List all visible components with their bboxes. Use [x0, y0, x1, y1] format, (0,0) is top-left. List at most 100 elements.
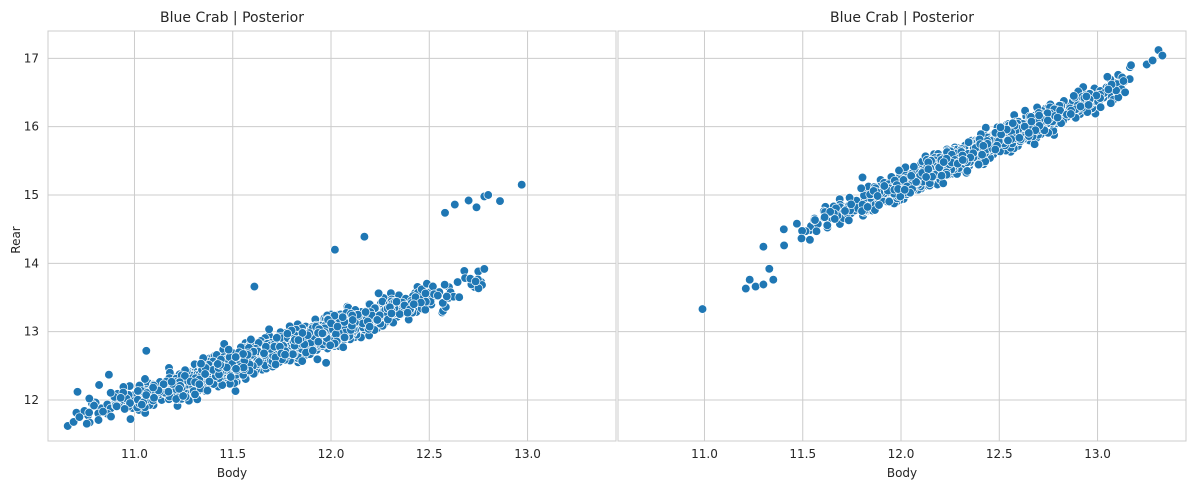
data-point — [830, 214, 840, 224]
data-point — [360, 307, 371, 317]
data-point — [84, 393, 94, 404]
data-point — [1083, 100, 1094, 110]
data-point — [231, 364, 241, 374]
data-point — [148, 382, 158, 393]
data-point — [226, 372, 236, 382]
data-point — [741, 283, 751, 294]
data-point — [846, 199, 856, 209]
data-point — [810, 215, 820, 225]
scatter-points — [63, 180, 527, 431]
data-point — [958, 155, 968, 165]
data-point — [792, 219, 802, 229]
data-point — [978, 141, 988, 151]
data-point — [321, 358, 331, 368]
y-tick-label: 17 — [24, 51, 39, 65]
data-point — [270, 359, 281, 370]
data-point — [1069, 91, 1079, 101]
data-point — [452, 277, 463, 287]
data-point — [293, 335, 304, 345]
data-point — [312, 354, 323, 364]
data-point — [483, 190, 493, 200]
data-point — [84, 407, 94, 418]
data-point — [450, 199, 460, 210]
data-point — [74, 412, 85, 422]
data-point — [194, 379, 204, 389]
data-point — [249, 281, 260, 292]
data-point — [325, 340, 335, 350]
data-point — [231, 352, 241, 362]
data-point — [339, 332, 350, 343]
data-point — [1126, 60, 1136, 70]
data-point — [106, 411, 116, 422]
data-point — [317, 328, 328, 338]
data-point — [697, 304, 708, 314]
data-point — [470, 276, 481, 287]
data-point — [1095, 102, 1106, 112]
x-tick-label: 12.5 — [986, 447, 1013, 461]
data-point — [479, 264, 489, 274]
data-point — [125, 398, 135, 408]
data-point — [1029, 139, 1040, 149]
data-point — [72, 387, 83, 397]
data-point — [900, 185, 910, 195]
data-point — [844, 215, 854, 225]
plot-frame — [47, 30, 617, 442]
data-point — [440, 208, 450, 218]
data-point — [764, 264, 774, 274]
data-point — [140, 374, 150, 384]
data-point — [938, 178, 948, 188]
data-point — [297, 356, 307, 366]
data-point — [94, 380, 104, 390]
data-point — [1075, 101, 1086, 112]
data-point — [879, 181, 889, 191]
data-point — [758, 242, 769, 252]
x-tick-label: 11.0 — [691, 447, 718, 461]
x-tick-label: 13.0 — [514, 447, 541, 461]
data-point — [495, 196, 505, 206]
data-point — [939, 157, 949, 167]
data-point — [112, 401, 122, 411]
data-point — [963, 137, 974, 147]
data-point — [264, 324, 274, 334]
data-point — [1120, 87, 1130, 97]
data-point — [93, 415, 104, 425]
left-x-axis-label: Body — [217, 466, 247, 480]
right-scatter-panel: Blue Crab | Posterior Body 11.0 11.5 12.0 1… — [617, 10, 1187, 480]
x-tick-label: 11.5 — [789, 447, 816, 461]
data-point — [936, 171, 947, 181]
data-point — [906, 171, 916, 181]
data-point — [428, 281, 438, 292]
data-point — [862, 202, 873, 212]
data-point — [213, 359, 223, 369]
data-point — [200, 369, 210, 379]
data-point — [386, 308, 397, 319]
data-point — [995, 122, 1006, 132]
data-point — [402, 308, 413, 318]
data-point — [1024, 128, 1034, 138]
data-point — [133, 386, 143, 396]
right-x-axis-label: Body — [887, 466, 917, 480]
data-point — [230, 386, 241, 396]
data-point — [1052, 112, 1063, 123]
data-point — [409, 299, 419, 309]
x-tick-label: 12.0 — [318, 447, 345, 461]
data-point — [1014, 133, 1025, 143]
data-point — [137, 400, 147, 410]
data-point — [348, 315, 358, 325]
data-point — [141, 390, 151, 400]
y-tick-label: 15 — [24, 188, 39, 202]
data-point — [805, 235, 815, 245]
data-point — [330, 245, 340, 255]
data-point — [796, 233, 807, 244]
data-point — [856, 183, 866, 193]
data-point — [125, 414, 136, 424]
data-point — [1034, 110, 1044, 121]
data-point — [280, 350, 290, 360]
data-point — [373, 288, 384, 298]
data-point — [104, 370, 114, 380]
data-point — [840, 206, 850, 216]
data-point — [359, 232, 370, 242]
data-point — [517, 180, 527, 190]
data-point — [990, 144, 1000, 155]
